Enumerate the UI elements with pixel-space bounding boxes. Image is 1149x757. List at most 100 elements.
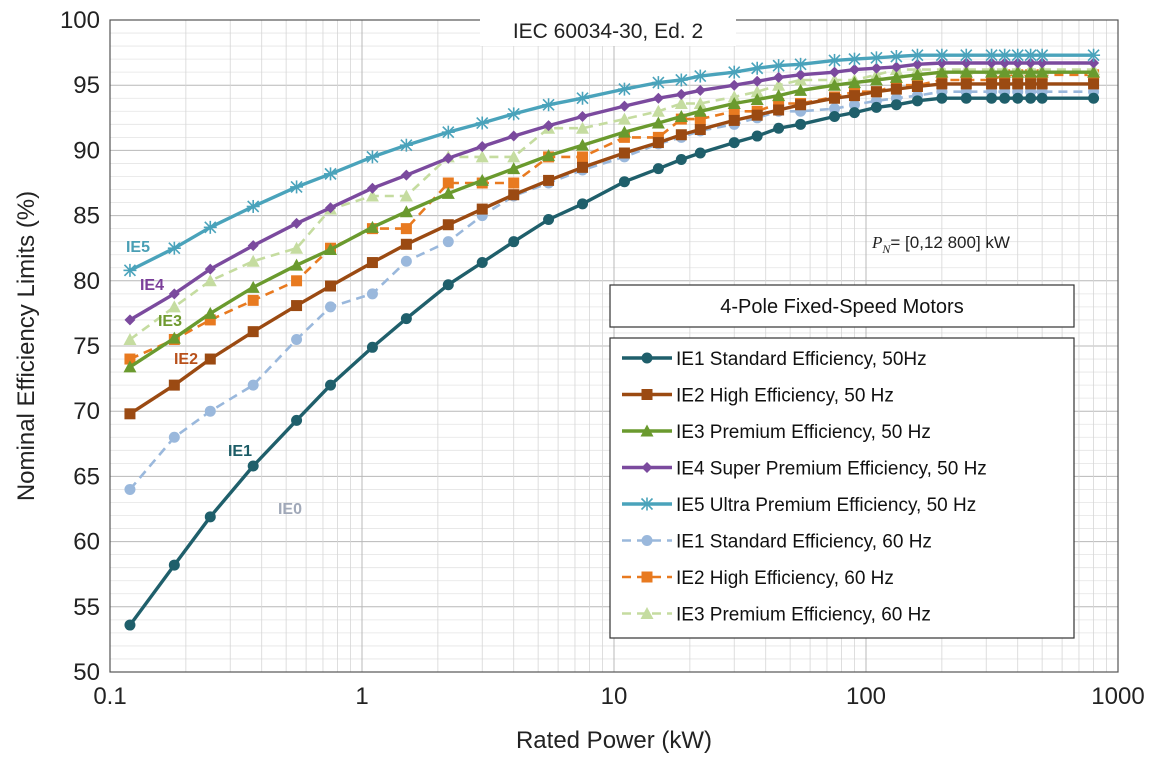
data-point <box>911 95 923 107</box>
data-point <box>291 300 303 312</box>
data-point <box>291 217 303 229</box>
data-point <box>246 199 260 213</box>
data-point <box>1025 78 1037 90</box>
data-point <box>617 112 631 125</box>
data-point <box>291 275 303 287</box>
data-point <box>167 331 181 344</box>
data-point <box>651 104 665 117</box>
legend-label: IE2 High Efficiency, 50 Hz <box>676 386 894 407</box>
legend-item: IE4 Super Premium Efficiency, 50 Hz <box>622 459 987 480</box>
data-point <box>750 85 764 98</box>
series-line <box>129 68 1094 341</box>
data-point <box>203 274 217 287</box>
data-point <box>870 101 882 113</box>
data-point <box>795 118 807 130</box>
legend-item: IE5 Ultra Premium Efficiency, 50 Hz <box>622 495 976 516</box>
data-point <box>985 65 999 78</box>
data-point <box>889 50 903 64</box>
data-point <box>124 408 136 420</box>
data-point <box>400 238 412 250</box>
data-point <box>325 301 337 313</box>
data-point <box>773 104 785 116</box>
legend-swatch-marker <box>641 389 653 400</box>
data-point <box>848 107 860 119</box>
data-point <box>507 150 521 163</box>
data-point <box>675 129 687 141</box>
data-point <box>618 176 630 188</box>
legend-label: IE3 Premium Efficiency, 50 Hz <box>676 422 931 443</box>
data-point <box>542 149 556 162</box>
data-point <box>325 202 337 214</box>
data-point <box>204 405 216 417</box>
data-point <box>168 288 180 300</box>
data-point <box>751 130 763 142</box>
data-point <box>870 86 882 98</box>
data-point <box>728 79 740 91</box>
data-point <box>911 81 923 93</box>
data-point <box>1035 48 1049 62</box>
data-point <box>441 186 455 199</box>
annotation-label: IE3 <box>158 313 182 330</box>
data-point <box>693 96 707 109</box>
legend-swatch-marker <box>640 424 654 437</box>
y-tick-label: 95 <box>73 72 100 99</box>
chart-title: IEC 60034-30, Ed. 2 <box>513 20 703 43</box>
data-point <box>123 263 137 277</box>
legend-swatch-marker <box>640 497 654 511</box>
data-point <box>694 84 706 96</box>
data-point <box>168 559 180 571</box>
data-point <box>168 431 180 443</box>
data-point <box>773 122 785 134</box>
data-point <box>204 263 216 275</box>
data-point <box>986 78 998 90</box>
data-point <box>365 150 379 164</box>
data-point <box>794 83 808 96</box>
data-point <box>1011 48 1025 62</box>
data-point <box>795 69 807 81</box>
data-point <box>617 82 631 96</box>
data-point <box>828 53 842 67</box>
x-tick-label: 1 <box>355 683 368 710</box>
data-point <box>576 91 590 105</box>
data-point <box>577 198 589 210</box>
legend-item: IE1 Standard Efficiency, 50Hz <box>622 349 927 370</box>
annotation-label: IE1 <box>228 443 252 460</box>
data-point <box>247 326 259 338</box>
data-point <box>247 240 259 252</box>
legend-item: IE2 High Efficiency, 60 Hz <box>622 568 894 589</box>
data-point <box>476 203 488 215</box>
data-point <box>543 120 555 132</box>
data-point <box>167 300 181 313</box>
y-tick-label: 90 <box>73 137 100 164</box>
data-point <box>998 48 1012 62</box>
data-point <box>869 73 883 86</box>
annotation-label: IE5 <box>126 239 150 256</box>
data-point <box>324 243 338 256</box>
data-point <box>935 65 949 78</box>
data-point <box>1012 92 1024 104</box>
y-tick-label: 65 <box>73 463 100 490</box>
y-tick-label: 85 <box>73 203 100 230</box>
data-point <box>910 48 924 62</box>
series-line <box>128 96 1094 627</box>
legend: IE1 Standard Efficiency, 50Hz IE2 High Ef… <box>609 337 1075 639</box>
legend-label: IE1 Standard Efficiency, 50Hz <box>676 349 927 370</box>
x-tick-label: 10 <box>601 683 628 710</box>
data-point <box>999 92 1011 104</box>
x-axis-label: Rated Power (kW) <box>516 727 712 754</box>
data-point <box>772 89 786 102</box>
x-tick-label: 0.1 <box>93 683 126 710</box>
y-tick-label: 100 <box>60 7 100 34</box>
y-tick-label: 50 <box>73 659 100 686</box>
data-point <box>889 70 903 83</box>
data-point <box>694 113 706 125</box>
data-point <box>247 294 259 306</box>
data-point <box>694 124 706 136</box>
series-1 <box>124 92 1100 631</box>
data-point <box>324 167 338 181</box>
tick-labels: 50 55 60 65 70 75 80 85 90 95 100 0.1 1 10 100 1000 <box>60 7 1145 710</box>
data-point <box>986 57 998 69</box>
data-point <box>829 103 841 115</box>
legend-item: IE1 Standard Efficiency, 60 Hz <box>622 532 932 553</box>
